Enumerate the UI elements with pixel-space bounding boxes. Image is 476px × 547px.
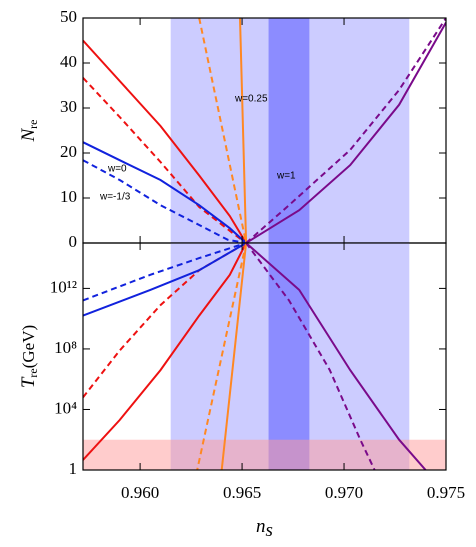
y-axis-label: Tre(GeV): [18, 325, 39, 388]
band: [268, 18, 310, 243]
x-axis-label: ns: [256, 516, 273, 541]
curve: [245, 22, 446, 243]
x-tick-label: 0.960: [121, 483, 159, 502]
curve: [83, 243, 247, 317]
x-tick-label: 0.975: [427, 483, 465, 502]
band: [268, 243, 310, 470]
h-band: [83, 439, 446, 470]
y-tick-label: 20: [60, 142, 77, 161]
y-tick-label: 50: [60, 7, 77, 26]
annotation: w=1: [276, 171, 296, 182]
y-tick-label: 40: [60, 52, 77, 71]
y-axis-label-part: N: [18, 128, 39, 143]
x-axis-label-part: s: [266, 520, 273, 541]
curve: [196, 243, 248, 470]
curve: [83, 141, 247, 243]
curve: [83, 77, 247, 243]
curve: [239, 18, 248, 243]
annotation: w=0.25: [234, 94, 268, 105]
curve: [83, 243, 247, 461]
y-axis-label-part: T: [18, 376, 39, 388]
curve: [83, 159, 247, 243]
curve: [245, 243, 427, 470]
y-tick-label: 10⁸: [54, 338, 77, 357]
y-axis-label-part: re: [26, 368, 40, 377]
y-tick-label: 1: [69, 459, 78, 478]
curve: [245, 243, 376, 470]
y-tick-label: 10⁴: [54, 398, 77, 417]
y-axis-label-part: (GeV): [19, 325, 38, 368]
x-axis-label-part: n: [256, 516, 266, 537]
curve: [198, 18, 248, 243]
x-tick-label: 0.970: [325, 483, 363, 502]
y-tick-label: 30: [60, 97, 77, 116]
y-tick-label: 0: [69, 232, 78, 251]
curve: [245, 18, 446, 243]
annotation: w=0: [107, 164, 127, 175]
y-tick-label: 10: [60, 187, 77, 206]
y-axis-label-part: re: [26, 119, 40, 128]
frame: [82, 242, 447, 471]
annotation: w=-1/3: [99, 192, 131, 203]
y-tick-label: 10¹²: [50, 277, 77, 296]
curve: [83, 39, 247, 243]
y-axis-label: Nre: [18, 119, 39, 142]
x-tick-label: 0.965: [223, 483, 261, 502]
curve: [220, 243, 248, 470]
